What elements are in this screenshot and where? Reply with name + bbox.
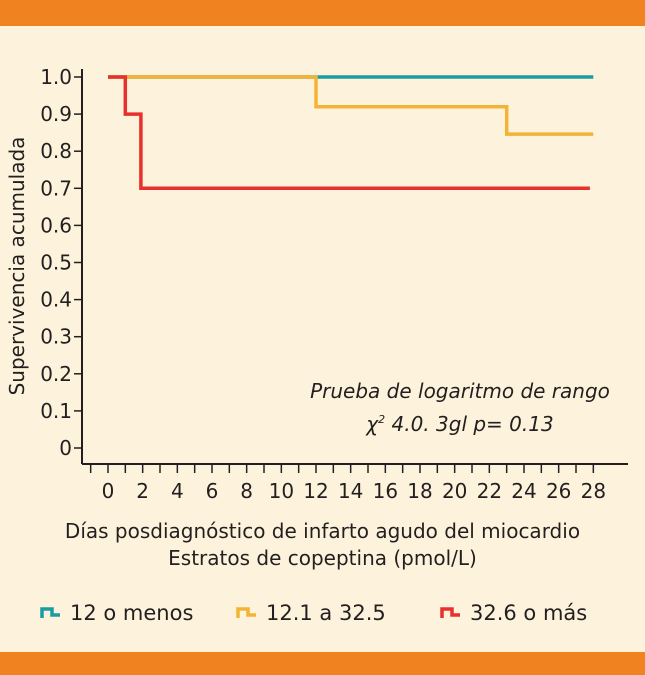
y-tick-label: 0.5 <box>40 251 72 275</box>
y-axis-label: Supervivencia acumulada <box>5 137 29 396</box>
y-tick-label: 0 <box>59 436 72 460</box>
chi-superscript: 2 <box>378 413 385 426</box>
x-tick-label: 8 <box>240 479 253 503</box>
x-tick-label: 6 <box>206 479 219 503</box>
legend-label: 12 o menos <box>70 601 194 625</box>
y-tick-label: 0.8 <box>40 139 72 163</box>
x-tick-label: 20 <box>442 479 467 503</box>
legend-item-32-6-o-mas: 32.6 o más <box>440 601 587 625</box>
axes: 00.10.20.30.40.50.60.70.80.91.00 2 4 6 8 10 12… <box>40 65 628 503</box>
x-tick-label: 4 <box>171 479 184 503</box>
x-tick-label: 26 <box>546 479 571 503</box>
legend-item-12-1-a-32-5: 12.1 a 32.5 <box>236 601 386 625</box>
y-tick-label: 0.6 <box>40 213 72 237</box>
annotation-title: Prueba de logaritmo de rango <box>310 379 610 403</box>
x-axis-title: Días posdiagnóstico de infarto agudo del… <box>0 518 645 572</box>
chi-statistic: 4.0. 3gl p= 0.13 <box>385 412 554 436</box>
x-tick-label: 16 <box>373 479 398 503</box>
bottom-orange-band <box>0 652 645 675</box>
y-tick-label: 0.1 <box>40 399 72 423</box>
x-axis-label: Días posdiagnóstico de infarto agudo del… <box>64 519 581 543</box>
y-tick-label: 0.9 <box>40 102 72 126</box>
y-tick-label: 0.4 <box>40 288 72 312</box>
chart-subtitle: Estratos de copeptina (pmol/L) <box>168 546 477 570</box>
series-line-32-6-o-m-s <box>108 75 590 191</box>
survival-chart: 00.10.20.30.40.50.60.70.80.91.00 2 4 6 8 10 12… <box>5 65 628 503</box>
y-tick-label: 0.7 <box>40 176 72 200</box>
x-tick-label: 2 <box>136 479 149 503</box>
legend-label: 32.6 o más <box>470 601 588 625</box>
x-tick-label: 14 <box>338 479 363 503</box>
x-tick-label: 18 <box>407 479 432 503</box>
x-tick-label: 24 <box>511 479 536 503</box>
y-tick-label: 0.2 <box>40 362 72 386</box>
series-lines <box>108 75 594 191</box>
legend-swatch-red-icon <box>440 607 460 618</box>
chi-symbol: χ <box>365 412 379 436</box>
series-line-12-1-a-32-5 <box>108 75 594 136</box>
y-tick-label: 1.0 <box>40 65 72 89</box>
annotation-stat: χ2 4.0. 3gl p= 0.13 <box>365 412 553 436</box>
x-tick-label: 0 <box>102 479 115 503</box>
x-tick-label: 12 <box>303 479 328 503</box>
x-tick-label: 10 <box>269 479 294 503</box>
top-orange-band <box>0 0 645 26</box>
legend: 12 o menos 12.1 a 32.5 32.6 o más <box>40 601 620 629</box>
legend-label: 12.1 a 32.5 <box>266 601 386 625</box>
legend-swatch-yellow-icon <box>236 607 256 618</box>
legend-swatch-teal-icon <box>40 607 60 618</box>
legend-item-12-o-menos: 12 o menos <box>40 601 193 625</box>
x-tick-label: 28 <box>581 479 606 503</box>
y-tick-label: 0.3 <box>40 325 72 349</box>
x-tick-label: 22 <box>477 479 502 503</box>
